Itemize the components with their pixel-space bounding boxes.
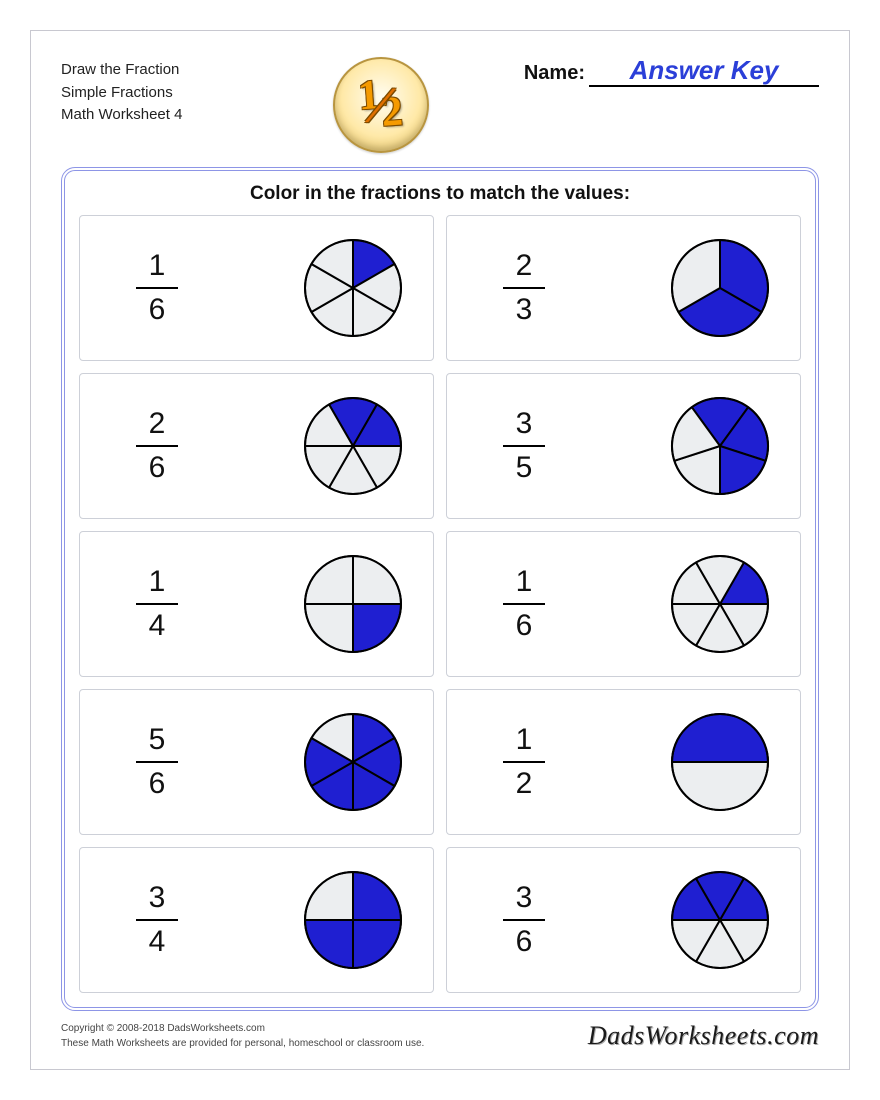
name-value: Answer Key	[589, 57, 819, 87]
fraction-pie	[670, 870, 770, 970]
pie-container	[559, 238, 770, 338]
pie-container	[192, 712, 403, 812]
problem-cell: 36	[446, 847, 801, 993]
pie-container	[559, 712, 770, 812]
problem-cell: 34	[79, 847, 434, 993]
fraction-bar	[136, 761, 178, 763]
fraction-label: 12	[489, 723, 559, 801]
fraction-numerator: 5	[149, 723, 166, 757]
header-badge: 1 ⁄ 2	[321, 57, 441, 153]
title-line-2: Simple Fractions	[61, 82, 321, 105]
fraction-pie	[303, 870, 403, 970]
fraction-denominator: 3	[516, 293, 533, 327]
fraction-label: 26	[122, 407, 192, 485]
pie-container	[559, 870, 770, 970]
fraction-numerator: 3	[516, 881, 533, 915]
fraction-numerator: 1	[149, 249, 166, 283]
fraction-denominator: 2	[516, 767, 533, 801]
footer-note: These Math Worksheets are provided for p…	[61, 1036, 424, 1051]
fraction-bar	[136, 287, 178, 289]
problem-cell: 23	[446, 215, 801, 361]
fraction-pie	[303, 238, 403, 338]
fraction-denominator: 6	[149, 767, 166, 801]
fraction-bar	[503, 603, 545, 605]
header: Draw the Fraction Simple Fractions Math …	[61, 57, 819, 167]
title-line-3: Math Worksheet 4	[61, 104, 321, 127]
fraction-label: 36	[489, 881, 559, 959]
fraction-denominator: 4	[149, 925, 166, 959]
fraction-denominator: 6	[149, 451, 166, 485]
fraction-numerator: 3	[516, 407, 533, 441]
name-label: Name:	[524, 62, 585, 85]
fraction-label: 56	[122, 723, 192, 801]
fraction-badge-icon: 1 ⁄ 2	[333, 57, 429, 153]
fraction-bar	[503, 287, 545, 289]
pie-container	[192, 238, 403, 338]
pie-container	[192, 554, 403, 654]
badge-fraction: 1 ⁄ 2	[358, 78, 405, 132]
fraction-label: 16	[489, 565, 559, 643]
fraction-bar	[503, 761, 545, 763]
problem-cell: 16	[79, 215, 434, 361]
fraction-numerator: 3	[149, 881, 166, 915]
problem-cell: 16	[446, 531, 801, 677]
fraction-denominator: 5	[516, 451, 533, 485]
problems-panel: Color in the fractions to match the valu…	[61, 167, 819, 1011]
fraction-label: 14	[122, 565, 192, 643]
fraction-numerator: 1	[516, 723, 533, 757]
footer-brand: DadsWorksheets.com	[588, 1021, 819, 1051]
fraction-pie	[670, 396, 770, 496]
footer: Copyright © 2008-2018 DadsWorksheets.com…	[61, 1021, 819, 1051]
fraction-bar	[136, 445, 178, 447]
fraction-denominator: 6	[516, 925, 533, 959]
title-line-1: Draw the Fraction	[61, 59, 321, 82]
footer-text: Copyright © 2008-2018 DadsWorksheets.com…	[61, 1021, 424, 1051]
problem-cell: 12	[446, 689, 801, 835]
problem-cell: 56	[79, 689, 434, 835]
fraction-pie	[303, 554, 403, 654]
fraction-denominator: 4	[149, 609, 166, 643]
fraction-bar	[503, 445, 545, 447]
fraction-numerator: 1	[516, 565, 533, 599]
fraction-numerator: 1	[149, 565, 166, 599]
panel-title: Color in the fractions to match the valu…	[79, 183, 801, 205]
fraction-numerator: 2	[516, 249, 533, 283]
pie-container	[192, 870, 403, 970]
pie-container	[559, 396, 770, 496]
fraction-pie	[670, 712, 770, 812]
fraction-denominator: 6	[516, 609, 533, 643]
fraction-label: 35	[489, 407, 559, 485]
fraction-pie	[303, 396, 403, 496]
pie-container	[192, 396, 403, 496]
fraction-denominator: 6	[149, 293, 166, 327]
fraction-bar	[136, 603, 178, 605]
problems-grid: 16232635141656123436	[79, 215, 801, 993]
problem-cell: 35	[446, 373, 801, 519]
fraction-label: 34	[122, 881, 192, 959]
header-titles: Draw the Fraction Simple Fractions Math …	[61, 57, 321, 127]
worksheet-page: Draw the Fraction Simple Fractions Math …	[30, 30, 850, 1070]
fraction-numerator: 2	[149, 407, 166, 441]
fraction-label: 16	[122, 249, 192, 327]
fraction-bar	[136, 919, 178, 921]
fraction-pie	[670, 554, 770, 654]
footer-copyright: Copyright © 2008-2018 DadsWorksheets.com	[61, 1021, 424, 1036]
pie-container	[559, 554, 770, 654]
header-name: Name: Answer Key	[441, 57, 819, 121]
fraction-bar	[503, 919, 545, 921]
problem-cell: 14	[79, 531, 434, 677]
problem-cell: 26	[79, 373, 434, 519]
fraction-pie	[670, 238, 770, 338]
fraction-label: 23	[489, 249, 559, 327]
fraction-pie	[303, 712, 403, 812]
